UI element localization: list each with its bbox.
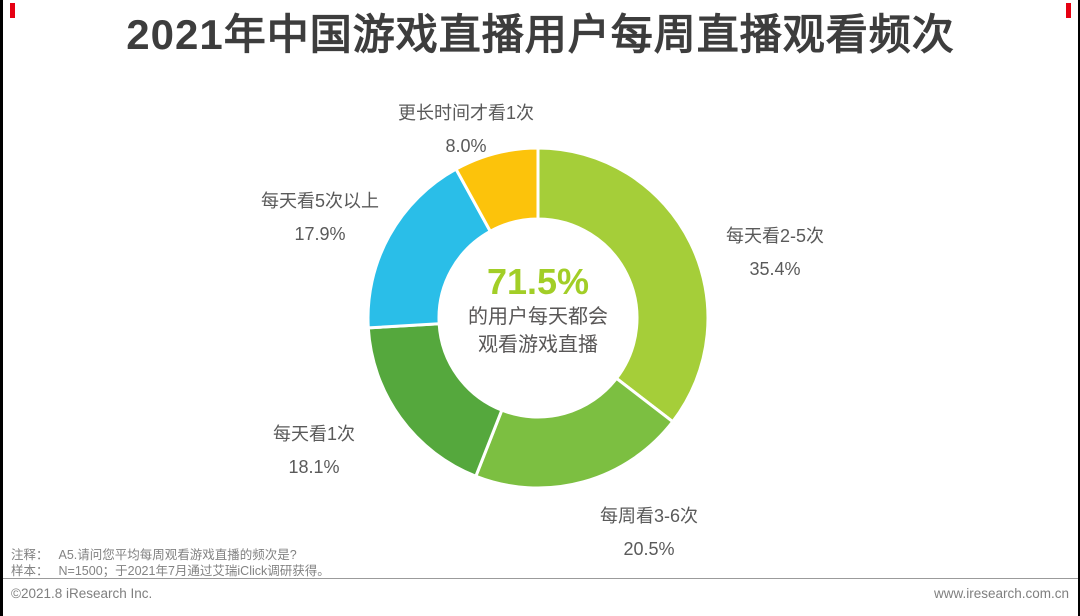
slice-label-daily-2-5: 每天看2-5次 35.4% [726,220,824,286]
donut-center-callout: 71.5% 的用户每天都会 观看游戏直播 [408,261,668,359]
footnote-sample-text: N=1500；于2021年7月通过艾瑞iClick调研获得。 [58,564,330,578]
center-headline-percent: 71.5% [486,261,590,302]
page-title: 2021年中国游戏直播用户每周直播观看频次 [126,11,955,58]
slice-label-text: 每周看3-6次 [599,506,699,526]
donut-chart-area: 71.5% 的用户每天都会 观看游戏直播 每天看2-5次 35.4% 每周看3-… [3,0,1078,616]
slice-label-text: 每天看5次以上 [260,191,380,211]
footnote-question: 注释： A5.请问您平均每周观看游戏直播的频次是? [11,547,297,563]
slice-label-pct: 35.4% [749,259,801,279]
slice-label-pct: 8.0% [445,136,487,156]
donut-chart [366,146,710,490]
center-caption-line1: 的用户每天都会 [468,306,608,328]
slice-label-text: 每天看2-5次 [725,226,825,246]
footnote-sample: 样本： N=1500；于2021年7月通过艾瑞iClick调研获得。 [11,563,330,579]
footer-divider [3,578,1078,579]
footnote-question-text: A5.请问您平均每周观看游戏直播的频次是? [58,548,297,562]
donut-slice-1 [474,376,675,490]
red-corner-mark-right [1066,3,1071,18]
donut-slice-4 [454,146,540,233]
center-caption-line2: 观看游戏直播 [478,334,598,356]
copyright-text: ©2021.8 iResearch Inc. [11,586,153,601]
red-corner-mark-left [10,3,15,18]
slice-label-daily-5plus: 每天看5次以上 17.9% [261,185,379,251]
website-url: www.iresearch.com.cn [933,586,1069,601]
slice-label-text: 每天看1次 [272,424,356,444]
slice-label-longer-interval: 更长时间才看1次 8.0% [398,97,534,163]
donut-slice-0 [536,146,710,424]
footnote-question-label: 注释： [11,548,49,562]
slice-label-text: 更长时间才看1次 [397,103,535,123]
slice-label-pct: 18.1% [288,457,340,477]
slice-label-pct: 20.5% [623,539,675,559]
footnote-sample-label: 样本： [11,564,49,578]
slice-label-daily-once: 每天看1次 18.1% [273,418,355,484]
slice-label-weekly-3-6: 每周看3-6次 20.5% [600,500,698,566]
slice-label-pct: 17.9% [294,224,346,244]
